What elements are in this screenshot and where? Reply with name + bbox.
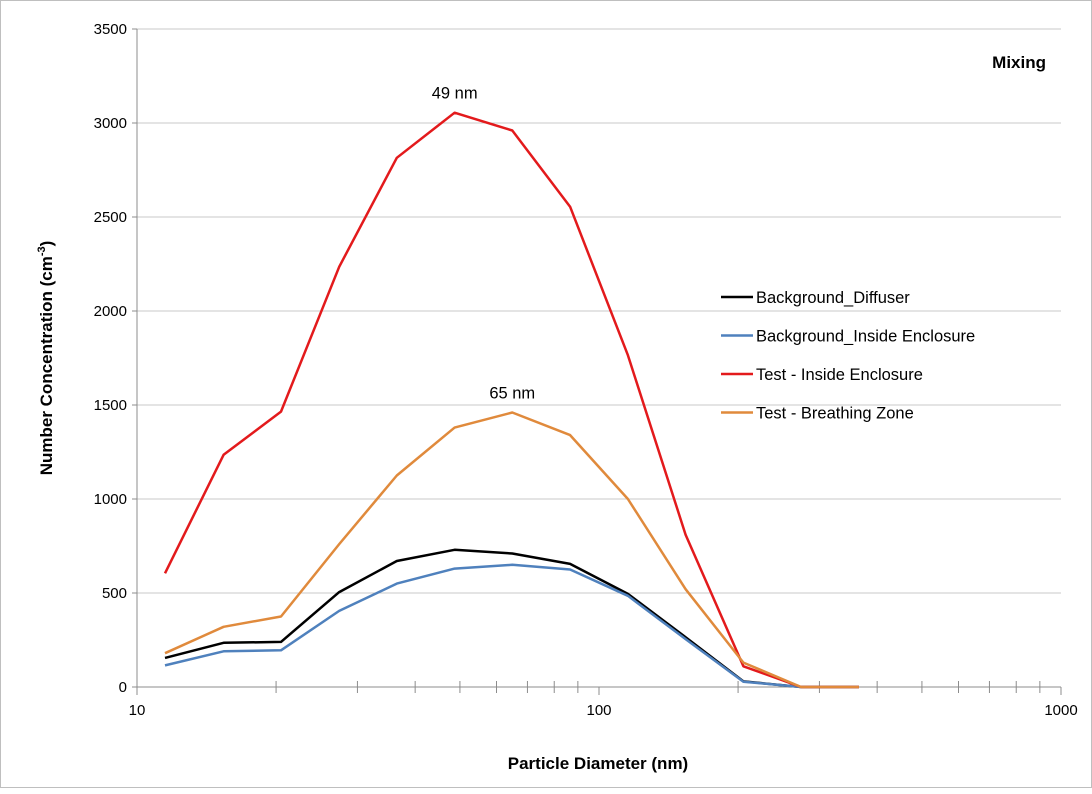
peak-annotation-2: 65 nm xyxy=(489,385,535,403)
series-line-2 xyxy=(164,563,859,689)
y-tick-label: 3000 xyxy=(94,115,127,132)
axes: 0 500 1000 1500 2000 2500 3000 3500 10 100 1000 xyxy=(94,21,1078,719)
y-tick-label: 1000 xyxy=(94,491,127,508)
chart-title: Mixing xyxy=(992,53,1046,72)
x-axis-title: Particle Diameter (nm) xyxy=(508,754,688,773)
y-tick-label: 1500 xyxy=(94,397,127,414)
legend-label-1: Background_Diffuser xyxy=(756,289,910,307)
series-line-3 xyxy=(163,111,859,689)
y-tick-label: 0 xyxy=(119,679,127,696)
series-line-4 xyxy=(164,411,859,689)
annotations: 49 nm 65 nm xyxy=(432,85,535,403)
gridlines xyxy=(137,28,1061,594)
y-tick-label: 2500 xyxy=(94,209,127,226)
y-axis-title-main: Number Concentration (cm xyxy=(37,256,56,475)
x-tick-label: 100 xyxy=(586,702,611,719)
legend-label-2: Background_Inside Enclosure xyxy=(756,328,975,346)
x-tick-label: 1000 xyxy=(1044,702,1077,719)
legend-label-4: Test - Breathing Zone xyxy=(756,405,914,423)
legend: Background_Diffuser Background_Inside Enc… xyxy=(721,289,975,423)
y-axis-title-superscript: -3 xyxy=(36,246,48,256)
y-axis-title: Number Concentration (cm-3) xyxy=(36,241,56,476)
y-axis-title-close: ) xyxy=(37,241,56,247)
legend-label-3: Test - Inside Enclosure xyxy=(756,366,923,384)
y-tick-label: 2000 xyxy=(94,303,127,320)
peak-annotation-1: 49 nm xyxy=(432,85,478,103)
y-tick-label: 3500 xyxy=(94,21,127,38)
series-lines xyxy=(163,111,859,689)
x-tick-label: 10 xyxy=(129,702,146,719)
y-tick-label: 500 xyxy=(102,585,127,602)
